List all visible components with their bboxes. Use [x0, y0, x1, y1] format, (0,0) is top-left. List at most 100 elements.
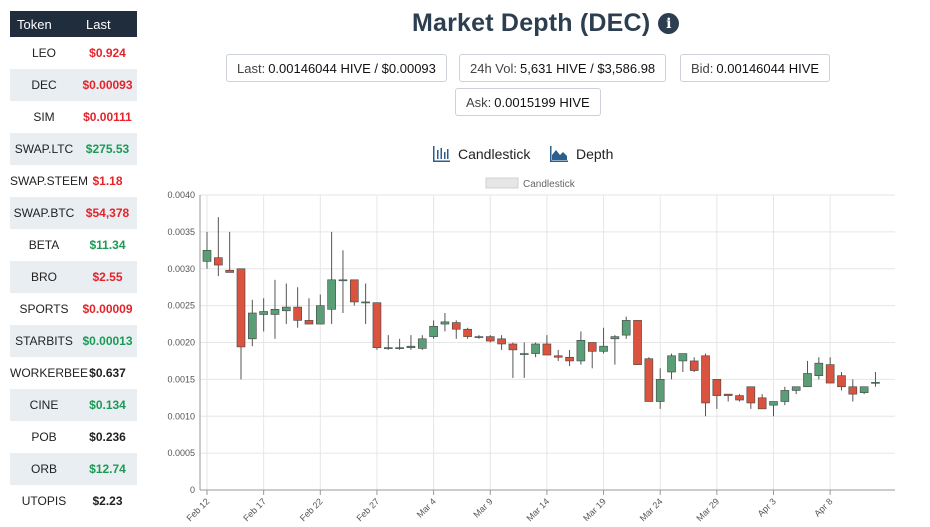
- candle[interactable]: [655, 368, 665, 409]
- token-column-header[interactable]: Token: [17, 16, 52, 32]
- token-row-leo[interactable]: LEO $0.924: [10, 37, 137, 69]
- token-row-beta[interactable]: BETA $11.34: [10, 229, 137, 261]
- candle-body: [780, 390, 790, 402]
- x-tick-label: Mar 4: [415, 496, 438, 519]
- candle[interactable]: [429, 320, 438, 339]
- candle-body: [497, 338, 506, 345]
- candle[interactable]: [248, 299, 257, 347]
- candle[interactable]: [723, 393, 733, 402]
- candle[interactable]: [383, 335, 393, 350]
- candle[interactable]: [814, 357, 824, 380]
- candle[interactable]: [712, 379, 722, 409]
- candle[interactable]: [361, 283, 370, 325]
- token-row-swap-steem[interactable]: SWAP.STEEM $1.18: [10, 165, 137, 197]
- candle[interactable]: [225, 231, 234, 273]
- candle[interactable]: [576, 331, 586, 365]
- x-tick-label: Mar 14: [524, 496, 551, 523]
- candle[interactable]: [508, 342, 518, 378]
- candle[interactable]: [485, 335, 495, 343]
- candle[interactable]: [633, 320, 642, 365]
- candle-body: [372, 302, 382, 348]
- candle[interactable]: [372, 302, 382, 350]
- token-row-bro[interactable]: BRO $2.55: [10, 261, 137, 293]
- candle-body: [236, 268, 246, 348]
- candle[interactable]: [791, 386, 801, 395]
- candle[interactable]: [259, 298, 268, 332]
- candlestick-toggle[interactable]: Candlestick: [433, 146, 530, 162]
- info-icon[interactable]: i: [658, 13, 680, 34]
- token-row-starbits[interactable]: STARBITS $0.00013: [10, 325, 137, 357]
- candle[interactable]: [610, 335, 620, 365]
- token-row-workerbee[interactable]: WORKERBEE $0.637: [10, 357, 137, 389]
- bid-label: Bid:: [691, 60, 714, 76]
- token-row-sim[interactable]: SIM $0.00111: [10, 101, 137, 133]
- candle[interactable]: [803, 360, 812, 388]
- candle-body: [678, 353, 688, 362]
- candlestick-label: Candlestick: [458, 146, 531, 162]
- candle[interactable]: [565, 349, 574, 367]
- candle[interactable]: [780, 386, 790, 406]
- candle[interactable]: [463, 327, 472, 339]
- token-price: $0.637: [89, 366, 126, 380]
- candle[interactable]: [202, 231, 212, 269]
- token-row-swap-ltc[interactable]: SWAP.LTC $275.53: [10, 133, 137, 165]
- token-row-pob[interactable]: POB $0.236: [10, 421, 137, 453]
- candle-body: [338, 279, 348, 282]
- y-tick-label: 0.0040: [167, 190, 195, 200]
- candle[interactable]: [848, 379, 858, 402]
- token-row-swap-btc[interactable]: SWAP.BTC $54,378: [10, 197, 137, 229]
- candle[interactable]: [837, 372, 846, 391]
- candle[interactable]: [871, 372, 880, 387]
- candle[interactable]: [451, 320, 461, 339]
- candle[interactable]: [338, 250, 348, 313]
- candle[interactable]: [304, 298, 314, 325]
- candle[interactable]: [667, 353, 676, 380]
- candle[interactable]: [406, 335, 416, 350]
- token-row-utopis[interactable]: UTOPIS $2.23: [10, 485, 137, 517]
- candle[interactable]: [757, 394, 767, 410]
- candle[interactable]: [474, 335, 484, 339]
- candle[interactable]: [315, 294, 325, 325]
- candle[interactable]: [542, 335, 552, 356]
- candle[interactable]: [270, 279, 280, 339]
- token-row-dec[interactable]: DEC $0.00093: [10, 69, 137, 101]
- candle[interactable]: [519, 342, 529, 378]
- candle[interactable]: [678, 353, 688, 372]
- candle-body: [440, 321, 450, 325]
- candle[interactable]: [825, 357, 835, 384]
- y-tick-label: 0.0015: [167, 374, 195, 384]
- token-row-sports[interactable]: SPORTS $0.00009: [10, 293, 137, 325]
- token-row-cine[interactable]: CINE $0.134: [10, 389, 137, 421]
- token-symbol: POB: [31, 430, 57, 444]
- candle[interactable]: [553, 349, 563, 361]
- candle[interactable]: [735, 394, 744, 402]
- candle[interactable]: [327, 231, 336, 325]
- candle[interactable]: [349, 279, 359, 306]
- chart-legend[interactable]: Candlestick: [485, 177, 576, 190]
- candle[interactable]: [644, 357, 654, 402]
- candle[interactable]: [417, 335, 427, 350]
- candle[interactable]: [282, 283, 291, 325]
- x-tick-label: Mar 9: [471, 496, 494, 519]
- candle[interactable]: [746, 386, 756, 409]
- last-column-header[interactable]: Last: [86, 16, 111, 32]
- candle[interactable]: [440, 313, 450, 332]
- token-row-orb[interactable]: ORB $12.74: [10, 453, 137, 485]
- candle[interactable]: [531, 342, 540, 358]
- candle[interactable]: [587, 342, 597, 369]
- candle[interactable]: [769, 401, 778, 417]
- x-tick-label: Mar 19: [581, 496, 608, 523]
- candle[interactable]: [701, 353, 710, 417]
- candle[interactable]: [689, 357, 699, 372]
- candle[interactable]: [293, 287, 302, 328]
- candle[interactable]: [859, 386, 869, 395]
- candle[interactable]: [599, 327, 608, 354]
- ask-label: Ask:: [466, 94, 492, 110]
- candle[interactable]: [395, 338, 404, 350]
- candle-body: [202, 250, 212, 262]
- depth-toggle[interactable]: Depth: [550, 146, 613, 162]
- candle[interactable]: [621, 316, 631, 339]
- candle[interactable]: [236, 268, 246, 380]
- candle[interactable]: [497, 335, 506, 350]
- candle[interactable]: [214, 217, 223, 277]
